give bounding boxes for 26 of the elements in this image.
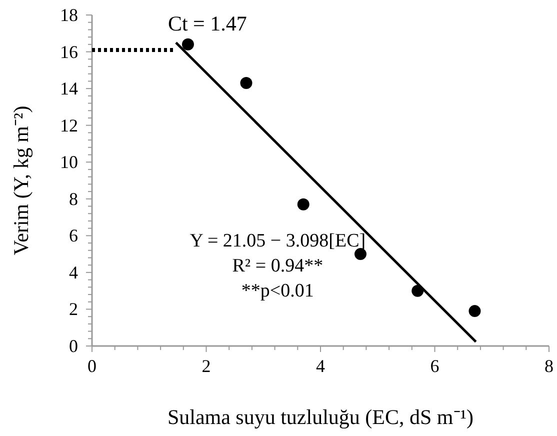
x-tick-label: 6 (430, 356, 440, 376)
x-tick-label: 2 (202, 356, 211, 376)
y-tick-label: 8 (69, 188, 78, 209)
y-tick-label: 12 (60, 115, 78, 136)
x-tick-label: 0 (88, 356, 96, 376)
point (182, 38, 194, 50)
y-tick-label: 4 (69, 262, 78, 282)
y-tick-label: 2 (69, 299, 78, 320)
y-tick-label: 0 (69, 336, 78, 356)
y-tick-label: 14 (60, 78, 78, 99)
x-tick-label: 4 (316, 356, 325, 376)
point (240, 77, 252, 90)
annotation: R² = 0.94** (232, 256, 324, 277)
y-tick-label: 6 (69, 226, 78, 246)
annotation: Ct = 1.47 (168, 12, 247, 36)
point (468, 305, 481, 318)
point (354, 248, 366, 260)
y-tick-label: 16 (60, 42, 78, 62)
annotation: Y = 21.05 − 3.098[EC] (190, 230, 366, 252)
y-tick-label: 18 (60, 5, 78, 25)
x-tick-label: 8 (544, 356, 554, 376)
annotation: **p<0.01 (241, 280, 314, 302)
y-tick-label: 10 (60, 152, 78, 172)
y-axis-title: Verim (Y, kg m⁻²) (9, 106, 33, 256)
x-axis-title: Sulama suyu tuzluluğu (EC, dS m⁻¹) (167, 405, 474, 429)
point (297, 198, 310, 210)
